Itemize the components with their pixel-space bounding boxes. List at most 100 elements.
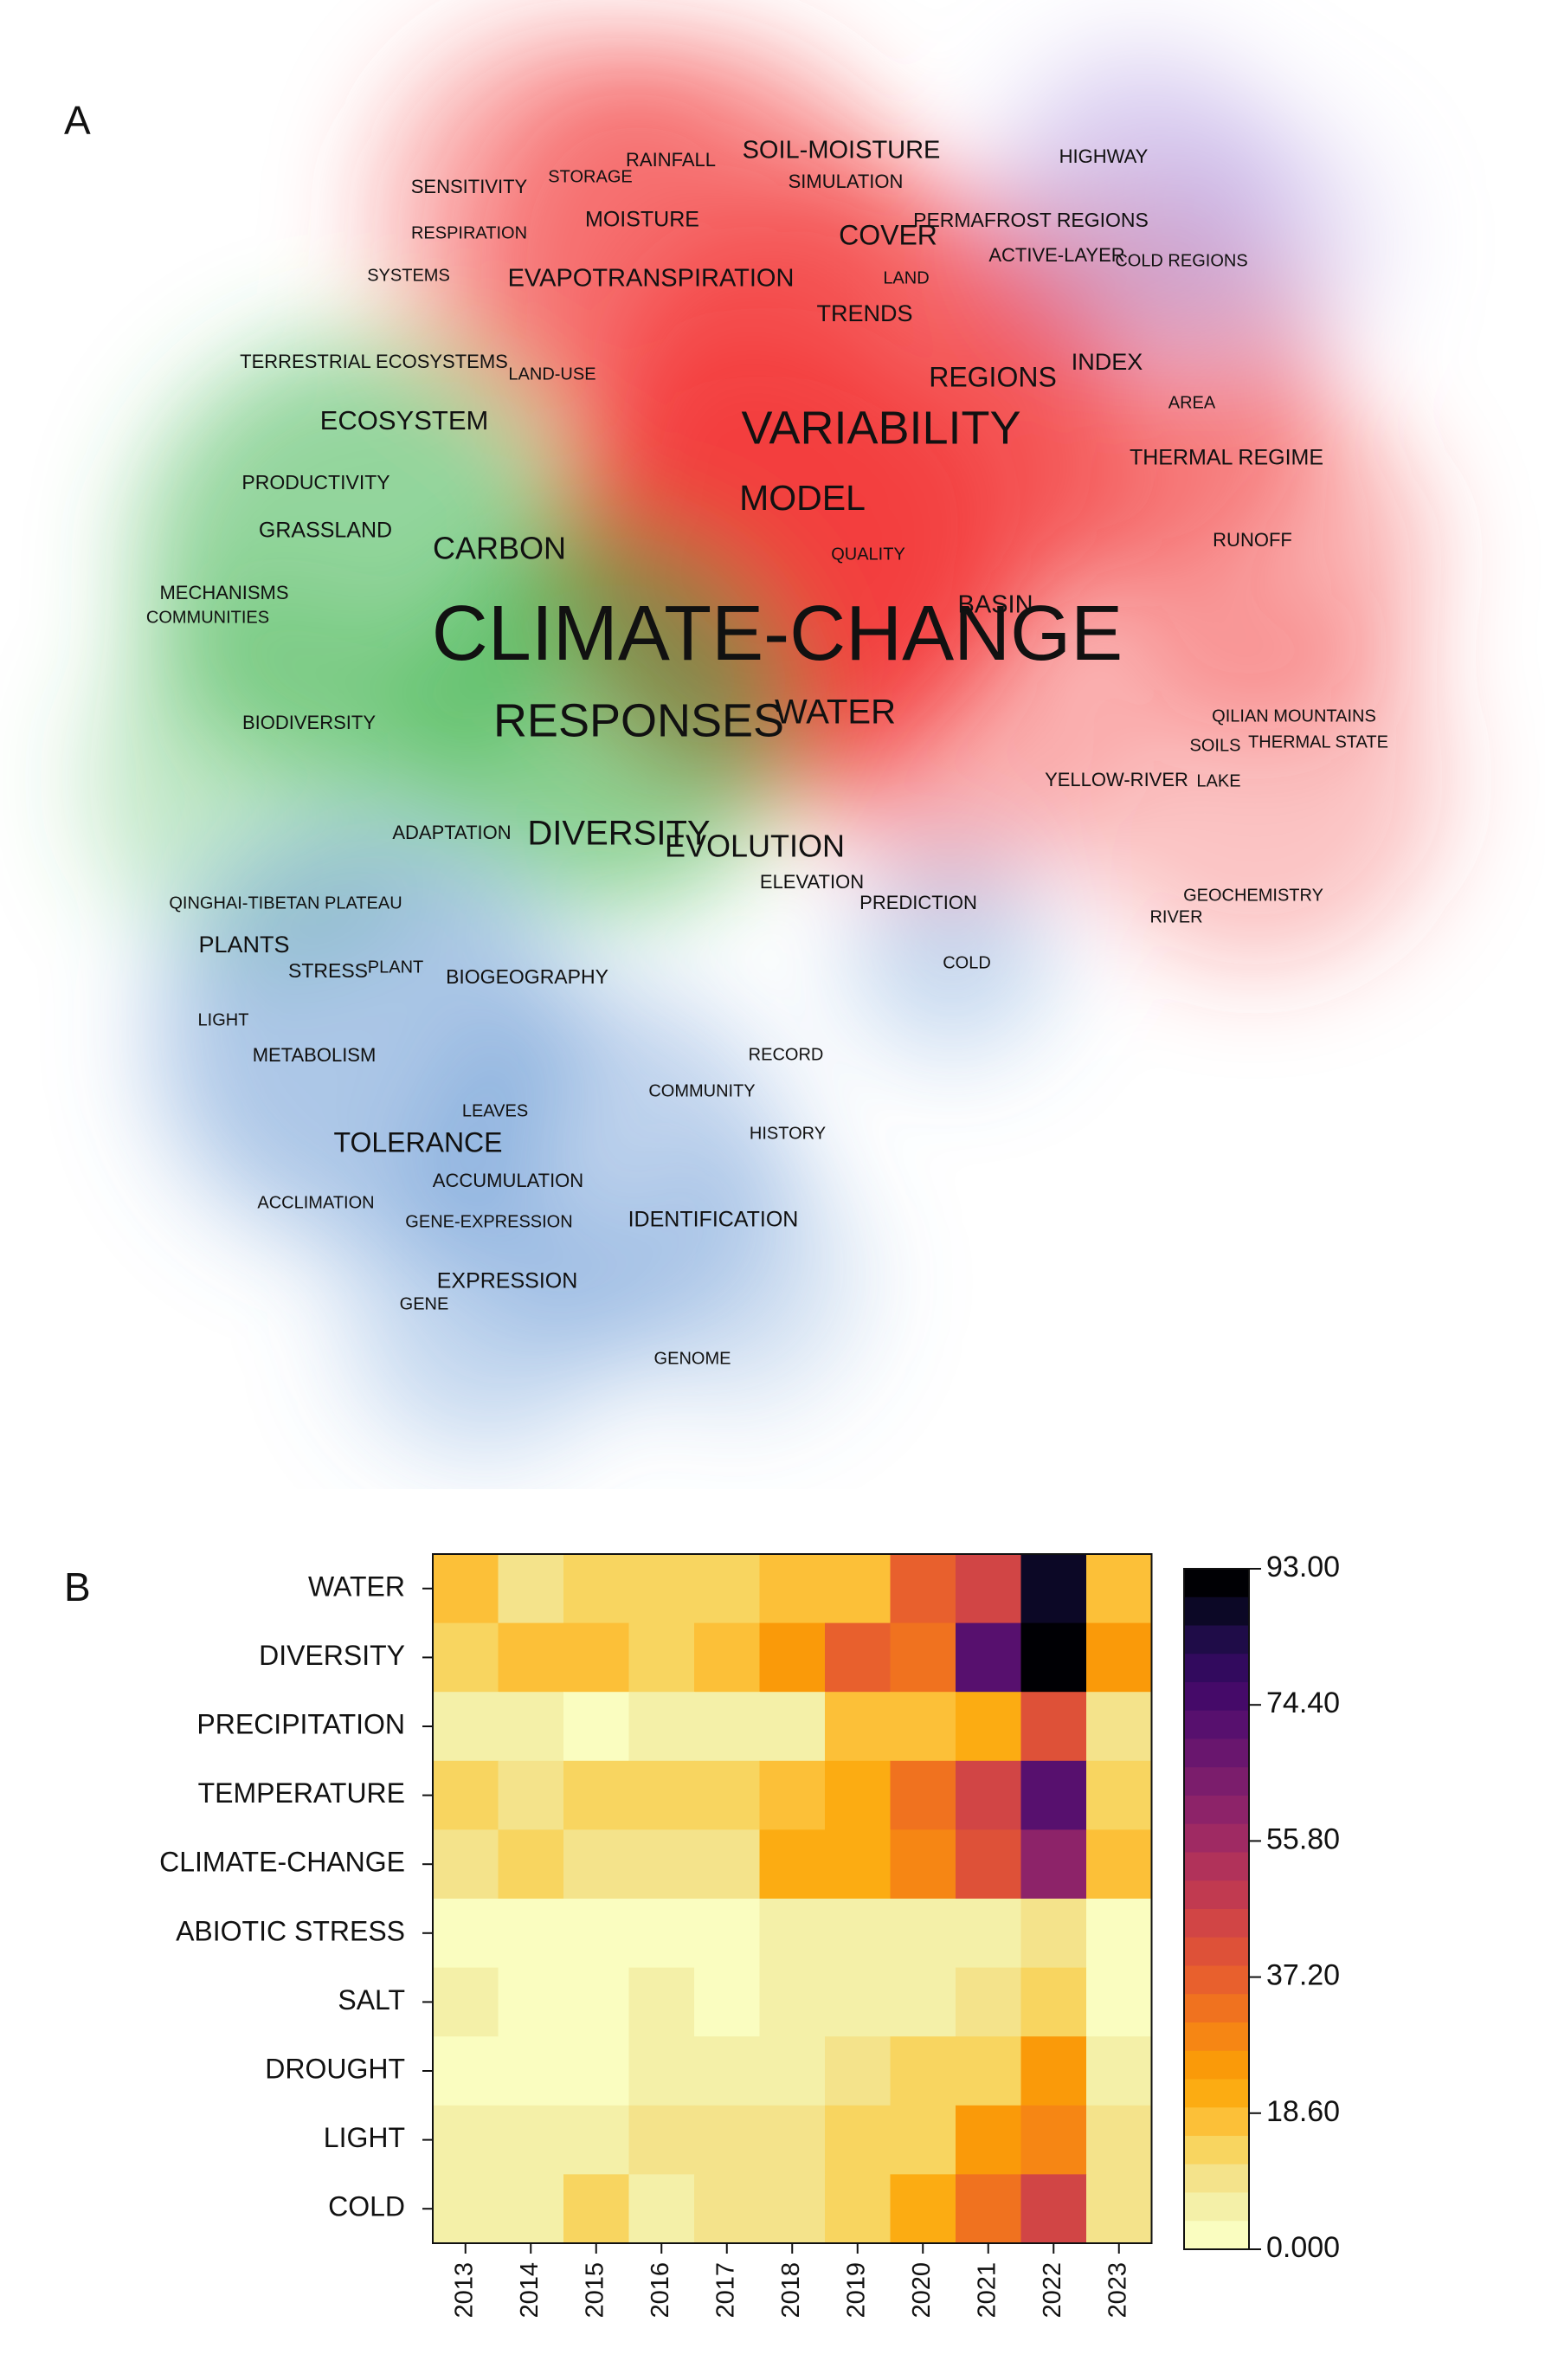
term-accumulation: ACCUMULATION [433, 1170, 583, 1191]
cell-abiotic-stress-2014 [498, 1899, 564, 1969]
heatmap-cells [433, 1554, 1153, 2244]
cell-temperature-2016 [628, 1760, 695, 1830]
term-river: RIVER [1149, 907, 1202, 926]
x-label-2023: 2023 [1104, 2262, 1131, 2319]
cell-salt-2013 [433, 1967, 499, 2037]
colorbar-swatch [1184, 2221, 1249, 2250]
cell-temperature-2017 [694, 1760, 761, 1830]
cell-temperature-2018 [759, 1760, 826, 1830]
term-gene: GENE [400, 1294, 449, 1313]
colorbar-label: 74.40 [1266, 1687, 1340, 1719]
cell-diversity-2023 [1086, 1622, 1153, 1693]
cell-light-2022 [1020, 2105, 1087, 2175]
term-labels: CLIMATE-CHANGE RESPONSES VARIABILITY MODEL W… [146, 137, 1388, 1369]
cell-water-2014 [498, 1554, 564, 1624]
term-history: HISTORY [750, 1124, 826, 1143]
y-label-cold: COLD [328, 2191, 405, 2222]
x-label-2013: 2013 [450, 2262, 478, 2319]
colorbar-swatch [1184, 1994, 1249, 2023]
cell-precipitation-2016 [628, 1692, 695, 1762]
colorbar-swatch [1184, 2079, 1249, 2108]
density-blob-blue-17 [606, 1151, 866, 1411]
cell-cold-2021 [956, 2174, 1022, 2244]
cell-temperature-2022 [1020, 1760, 1087, 1830]
term-mechanisms: MECHANISMS [159, 582, 288, 603]
colorbar-swatch [1184, 1880, 1249, 1910]
y-label-salt: SALT [338, 1984, 405, 2016]
cell-light-2016 [628, 2105, 695, 2175]
y-label-light: LIGHT [324, 2122, 405, 2153]
cell-climate-change-2016 [628, 1829, 695, 1899]
cell-abiotic-stress-2015 [563, 1899, 630, 1969]
cell-light-2013 [433, 2105, 499, 2175]
colorbar-swatch [1184, 1654, 1249, 1683]
term-active-layer: ACTIVE-LAYER [988, 244, 1124, 266]
term-acclimation: ACCLIMATION [257, 1193, 374, 1212]
term-elevation: ELEVATION [760, 871, 864, 893]
y-label-climate-change: CLIMATE-CHANGE [159, 1847, 405, 1878]
term-rainfall: RAINFALL [626, 149, 716, 171]
density-blob-purple-9 [1143, 121, 1385, 364]
cell-temperature-2020 [890, 1760, 956, 1830]
cell-climate-change-2014 [498, 1829, 564, 1899]
term-quality: QUALITY [831, 545, 905, 564]
term-metabolism: METABOLISM [253, 1044, 377, 1066]
colorbar-swatch [1184, 2107, 1249, 2137]
cell-climate-change-2020 [890, 1829, 956, 1899]
term-yellow-river: YELLOW-RIVER [1045, 769, 1188, 790]
cell-water-2017 [694, 1554, 761, 1624]
term-cold: COLD [943, 953, 991, 972]
term-identification: IDENTIFICATION [628, 1208, 799, 1232]
term-respiration: RESPIRATION [411, 223, 527, 242]
term-runoff: RUNOFF [1213, 529, 1292, 551]
term-storage: STORAGE [548, 167, 632, 186]
cell-climate-change-2021 [956, 1829, 1022, 1899]
term-lake: LAKE [1196, 771, 1240, 790]
density-blob-blue-15 [346, 1177, 623, 1454]
term-simulation: SIMULATION [789, 171, 904, 192]
cell-water-2018 [759, 1554, 826, 1624]
cell-cold-2017 [694, 2174, 761, 2244]
cell-abiotic-stress-2023 [1086, 1899, 1153, 1969]
cell-light-2020 [890, 2105, 956, 2175]
colorbar-swatch [1184, 1738, 1249, 1768]
cell-light-2021 [956, 2105, 1022, 2175]
cell-cold-2016 [628, 2174, 695, 2244]
cell-abiotic-stress-2022 [1020, 1899, 1087, 1969]
cell-cold-2019 [825, 2174, 892, 2244]
x-label-2020: 2020 [908, 2262, 936, 2319]
term-gene-expression: GENE-EXPRESSION [405, 1212, 572, 1231]
cell-drought-2023 [1086, 2036, 1153, 2106]
colorbar-swatch [1184, 2164, 1249, 2193]
term-evapotranspiration: EVAPOTRANSPIRATION [508, 265, 795, 293]
term-basin: BASIN [957, 591, 1033, 619]
colorbar-swatch [1184, 1937, 1249, 1966]
term-biogeography: BIOGEOGRAPHY [446, 965, 608, 988]
heatmap-axes: WATER DIVERSITY PRECIPITATION TEMPERATURE CL… [159, 1553, 1153, 2319]
cell-diversity-2016 [628, 1622, 695, 1693]
cell-water-2021 [956, 1554, 1022, 1624]
term-ecosystem: ECOSYSTEM [320, 405, 489, 435]
cell-diversity-2013 [433, 1622, 499, 1693]
term-responses: RESPONSES [493, 694, 784, 746]
y-label-water: WATER [308, 1571, 405, 1602]
colorbar-label: 93.00 [1266, 1551, 1340, 1583]
term-regions: REGIONS [929, 361, 1057, 392]
y-label-drought: DROUGHT [265, 2053, 405, 2084]
colorbar-swatch [1184, 1710, 1249, 1739]
density-blobs [87, 26, 1445, 1454]
cell-temperature-2015 [563, 1760, 630, 1830]
cell-water-2015 [563, 1554, 630, 1624]
cell-salt-2022 [1020, 1967, 1087, 2037]
cell-abiotic-stress-2017 [694, 1899, 761, 1969]
x-label-2021: 2021 [973, 2262, 1001, 2319]
x-label-2016: 2016 [647, 2262, 674, 2319]
cell-temperature-2013 [433, 1760, 499, 1830]
cell-climate-change-2013 [433, 1829, 499, 1899]
cell-drought-2014 [498, 2036, 564, 2106]
colorbar: 93.00 74.40 55.80 37.20 18.60 0.000 [1183, 1551, 1340, 2264]
cell-cold-2013 [433, 2174, 499, 2244]
colorbar-swatch [1184, 1767, 1249, 1796]
x-label-2014: 2014 [516, 2262, 544, 2319]
term-biodiversity: BIODIVERSITY [242, 712, 376, 733]
